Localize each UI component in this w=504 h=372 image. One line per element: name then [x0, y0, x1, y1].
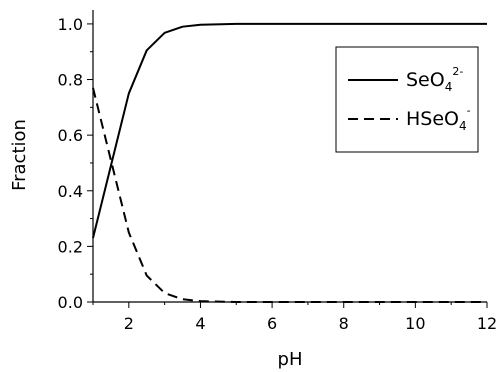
- y-tick-label: 0.2: [58, 237, 83, 256]
- x-tick-label: 12: [477, 314, 497, 333]
- y-tick-label: 0.0: [58, 293, 83, 312]
- legend-label-seo4: SeO4 2-: [406, 65, 463, 94]
- x-tick-label: 8: [339, 314, 349, 333]
- legend-label-seo4-sub: 4: [445, 80, 453, 94]
- legend-label-hseo4-sup: -: [467, 104, 471, 117]
- x-tick-label: 4: [195, 314, 205, 333]
- series-line-hseo4: [92, 87, 487, 303]
- plot-frame: [92, 10, 487, 303]
- legend-label-seo4-base: SeO: [406, 69, 445, 91]
- legend-label-hseo4: HSeO4-: [406, 104, 471, 133]
- y-axis-title: Fraction: [9, 119, 30, 191]
- y-tick-label: 0.6: [58, 126, 83, 145]
- y-tick-label: 0.4: [58, 182, 83, 201]
- x-axis-ticks: 2 4 6 8 10 12: [92, 302, 497, 333]
- x-tick-label: 10: [405, 314, 425, 333]
- x-tick-label: 2: [124, 314, 134, 333]
- legend-label-hseo4-sub: 4: [459, 119, 467, 133]
- legend-label-hseo4-base: HSeO: [406, 108, 459, 130]
- y-axis-ticks: 0.0 0.2 0.4 0.6 0.8 1.0: [58, 15, 93, 312]
- series-layer: [92, 22, 487, 303]
- y-tick-label: 0.8: [58, 71, 83, 90]
- series-line-seo4: [92, 22, 487, 239]
- legend-box: [335, 46, 479, 153]
- y-tick-label: 1.0: [58, 15, 83, 34]
- legend: SeO42- HSeO4-: [335, 46, 479, 153]
- x-axis-title: pH: [278, 349, 303, 370]
- legend-label-seo4-sup: 2-: [452, 65, 463, 78]
- x-tick-label: 6: [267, 314, 277, 333]
